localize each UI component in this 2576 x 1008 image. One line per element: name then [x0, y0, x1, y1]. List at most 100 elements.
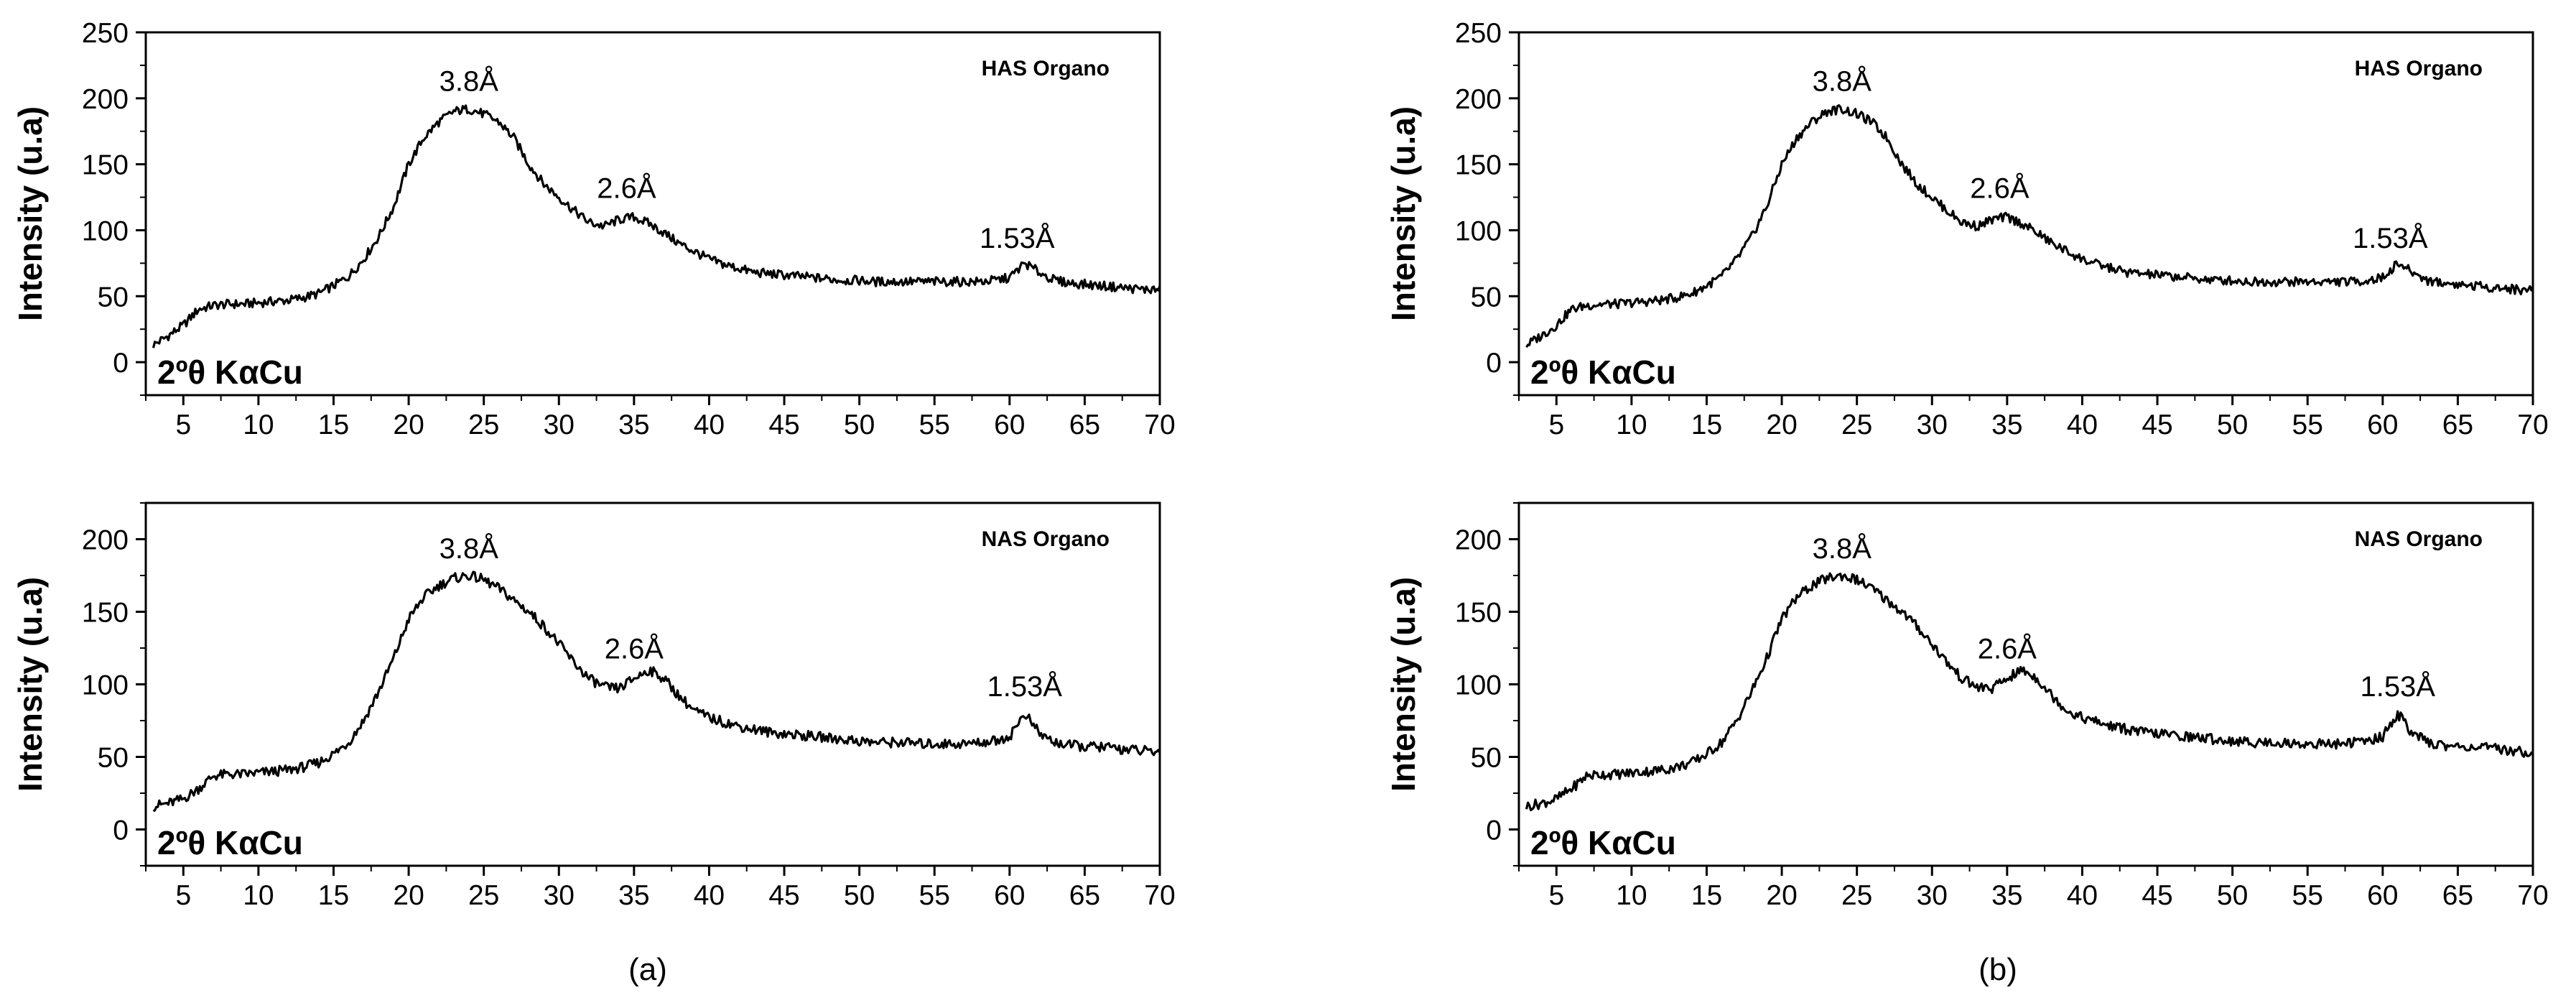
x-tick-label: 70: [1144, 410, 1175, 440]
y-tick-label: 100: [82, 216, 129, 246]
x-tick-label: 5: [175, 410, 191, 440]
peak-label: 1.53Å: [987, 670, 1062, 703]
y-tick-label: 0: [1486, 815, 1502, 846]
x-tick-label: 15: [318, 410, 349, 440]
x-tick-label: 45: [2142, 410, 2172, 440]
legend-label: NAS Organo: [2355, 527, 2483, 551]
y-tick-label: 0: [113, 348, 129, 379]
x-tick-label: 50: [844, 880, 875, 911]
x-axis-label: 2ºθ KαCu: [157, 353, 303, 391]
x-tick-label: 20: [1766, 880, 1797, 911]
peak-label: 3.8Å: [440, 65, 499, 98]
y-tick-label: 50: [98, 282, 129, 313]
y-tick-label: 200: [82, 84, 129, 115]
x-tick-label: 30: [1917, 880, 1948, 911]
y-tick-label: 150: [1455, 598, 1502, 629]
x-tick-label: 30: [544, 410, 575, 440]
series-line-has-organo: [152, 104, 1161, 348]
x-tick-label: 60: [994, 880, 1025, 911]
x-tick-label: 15: [1691, 880, 1722, 911]
x-tick-label: 50: [2217, 880, 2248, 911]
x-tick-label: 60: [994, 410, 1025, 440]
x-tick-label: 10: [243, 410, 274, 440]
x-tick-label: 40: [2067, 410, 2098, 440]
panel-label-b: (b): [1979, 952, 2017, 987]
x-tick-label: 60: [2367, 880, 2398, 911]
series-line-has-organo: [1525, 104, 2534, 348]
y-tick-label: 0: [113, 815, 129, 846]
x-tick-label: 5: [1548, 410, 1564, 440]
x-tick-label: 45: [768, 880, 799, 911]
peak-label: 3.8Å: [1813, 65, 1872, 98]
x-tick-label: 20: [393, 880, 424, 911]
series-line-nas-organo: [1525, 572, 2534, 812]
x-tick-label: 25: [1841, 410, 1872, 440]
plot-frame: [1517, 31, 2534, 397]
peak-label: 1.53Å: [2353, 222, 2428, 254]
x-tick-label: 55: [919, 880, 950, 911]
y-tick-label: 50: [1471, 282, 1502, 313]
x-tick-label: 45: [2142, 880, 2172, 911]
peak-label: 1.53Å: [980, 222, 1055, 254]
y-tick-label: 100: [1455, 670, 1502, 701]
x-tick-label: 65: [2442, 410, 2473, 440]
x-tick-label: 50: [844, 410, 875, 440]
x-tick-label: 70: [2517, 410, 2548, 440]
series-line-nas-organo: [152, 570, 1161, 813]
peak-label: 3.8Å: [440, 532, 499, 565]
x-tick-label: 20: [393, 410, 424, 440]
x-tick-label: 55: [2292, 410, 2323, 440]
x-tick-label: 35: [1991, 880, 2022, 911]
x-tick-label: 5: [1548, 880, 1564, 911]
y-tick-label: 250: [1455, 18, 1502, 49]
x-axis-label: 2ºθ KαCu: [1530, 353, 1676, 391]
x-tick-label: 15: [318, 880, 349, 911]
x-tick-label: 25: [468, 880, 499, 911]
y-axis-label: Intensity (u.a): [1385, 577, 1422, 792]
x-tick-label: 25: [1841, 880, 1872, 911]
x-tick-label: 55: [2292, 880, 2323, 911]
peak-label: 2.6Å: [1970, 172, 2029, 204]
x-axis-label: 2ºθ KαCu: [157, 824, 303, 861]
charts-layer: 5 10 15 20 25 30 35 40 45 50 55 60 65 700501001502002…: [11, 18, 2549, 911]
legend-label: HAS Organo: [982, 57, 1110, 80]
y-tick-label: 100: [82, 670, 129, 701]
x-tick-label: 60: [2367, 410, 2398, 440]
y-tick-label: 0: [1486, 348, 1502, 379]
peak-label: 2.6Å: [597, 172, 656, 204]
plot-frame: [144, 31, 1161, 397]
x-tick-label: 65: [2442, 880, 2473, 911]
x-tick-label: 25: [468, 410, 499, 440]
x-tick-label: 40: [694, 880, 725, 911]
x-tick-label: 65: [1069, 880, 1100, 911]
chart-a-bottom: 5 10 15 20 25 30 35 40 45 50 55 60 65 70 0 50 100 150 200 I…: [11, 501, 1176, 911]
x-tick-label: 55: [919, 410, 950, 440]
peak-label: 3.8Å: [1813, 532, 1872, 565]
x-tick-label: 45: [768, 410, 799, 440]
x-tick-label: 10: [243, 880, 274, 911]
y-tick-label: 150: [82, 150, 129, 181]
x-tick-label: 15: [1691, 410, 1722, 440]
chart-b-top: 5 10 15 20 25 30 35 40 45 50 55 60 65 70 0 50 100 150 200 2…: [1385, 18, 2549, 440]
x-tick-label: 20: [1766, 410, 1797, 440]
x-tick-label: 10: [1616, 880, 1647, 911]
x-tick-label: 5: [175, 880, 191, 911]
x-tick-label: 70: [2517, 880, 2548, 911]
x-tick-label: 35: [618, 410, 649, 440]
chart-b-bottom: 5 10 15 20 25 30 35 40 45 50 55 60 65 70 0 50 100 150 200 I…: [1385, 501, 2549, 911]
peak-label: 2.6Å: [1978, 632, 2037, 665]
x-tick-label: 35: [618, 880, 649, 911]
x-axis-label: 2ºθ KαCu: [1530, 824, 1676, 861]
peak-label: 1.53Å: [2360, 670, 2435, 703]
y-axis-label: Intensity (u.a): [1385, 106, 1422, 321]
y-tick-label: 150: [1455, 150, 1502, 181]
chart-a-top: 5 10 15 20 25 30 35 40 45 50 55 60 65 70 0 50 100 150 200 2…: [11, 18, 1176, 440]
legend-label: HAS Organo: [2355, 57, 2483, 80]
y-tick-label: 200: [1455, 84, 1502, 115]
x-tick-label: 35: [1991, 410, 2022, 440]
x-tick-label: 30: [1917, 410, 1948, 440]
y-axis-label: Intensity (u.a): [11, 106, 49, 321]
y-tick-label: 50: [98, 743, 129, 774]
y-axis-label: Intensity (u.a): [11, 577, 49, 792]
